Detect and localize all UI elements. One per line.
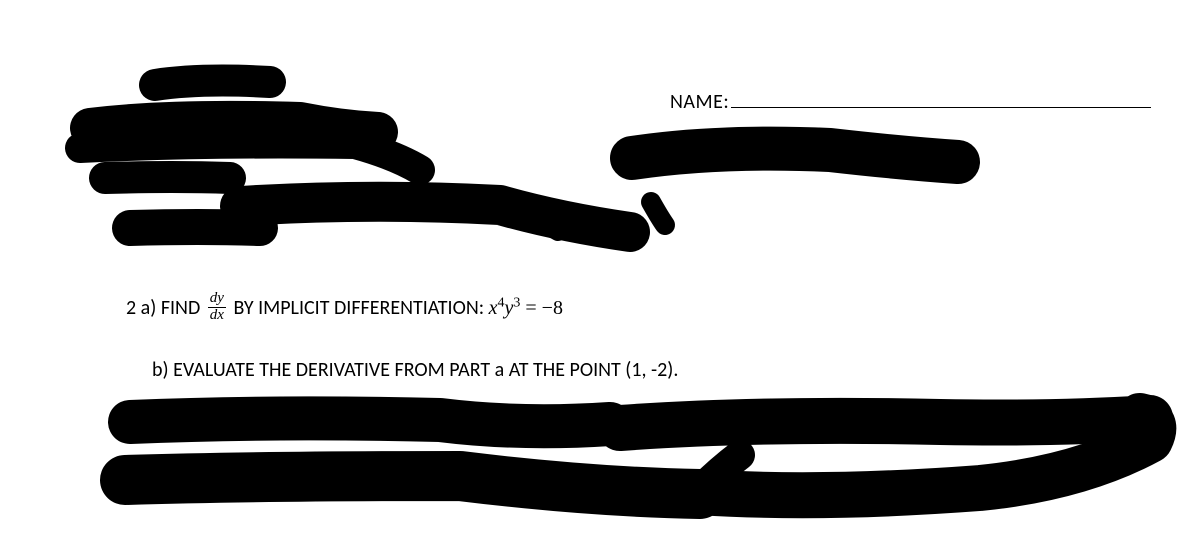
- redaction-stroke: [620, 418, 1150, 428]
- eq-exp1: 4: [498, 295, 505, 310]
- redaction-stroke: [651, 202, 665, 225]
- redaction-stroke: [540, 222, 558, 232]
- q2a-mid: BY IMPLICIT DIFFERENTIATION:: [229, 296, 489, 320]
- eq-x: x: [489, 297, 498, 319]
- redaction-stroke: [240, 202, 630, 232]
- redaction-strokes: [80, 81, 1153, 496]
- obscured-text-fragment: ANGENT LINE T: [430, 418, 543, 437]
- fraction-numerator: dy: [208, 291, 226, 308]
- worksheet-page: NAME: ANGENT LINE T 2 a) FIND dydx BY IM…: [0, 0, 1200, 560]
- redaction-stroke: [80, 144, 420, 171]
- redaction-stroke: [125, 476, 700, 494]
- question-2a: 2 a) FIND dydx BY IMPLICIT DIFFERENTIATI…: [126, 293, 563, 326]
- redaction-stroke: [700, 416, 1153, 495]
- name-underline: [731, 93, 1151, 108]
- redaction-stroke: [632, 149, 958, 162]
- fraction-denominator: dx: [208, 308, 226, 324]
- eq-rhs: = −8: [520, 297, 563, 319]
- redaction-stroke: [105, 177, 230, 178]
- redaction-stroke: [155, 81, 270, 85]
- q2a-equation: x4y3 = −8: [489, 297, 563, 319]
- redaction-stroke: [130, 227, 260, 228]
- redaction-stroke: [700, 455, 740, 490]
- question-2b: b) EVALUATE THE DERIVATIVE FROM PART a A…: [152, 358, 678, 382]
- name-field-row: NAME:: [670, 90, 1151, 114]
- redaction-layer: [0, 0, 1200, 560]
- q2b-text: b) EVALUATE THE DERIVATIVE FROM PART a A…: [152, 358, 678, 382]
- q2a-prefix: 2 a) FIND: [126, 296, 205, 320]
- dy-dx-fraction: dydx: [208, 291, 226, 324]
- redaction-stroke: [90, 121, 378, 132]
- name-label: NAME:: [670, 90, 729, 114]
